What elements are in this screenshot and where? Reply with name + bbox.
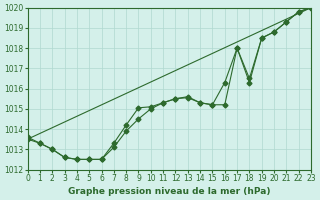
X-axis label: Graphe pression niveau de la mer (hPa): Graphe pression niveau de la mer (hPa)	[68, 187, 270, 196]
